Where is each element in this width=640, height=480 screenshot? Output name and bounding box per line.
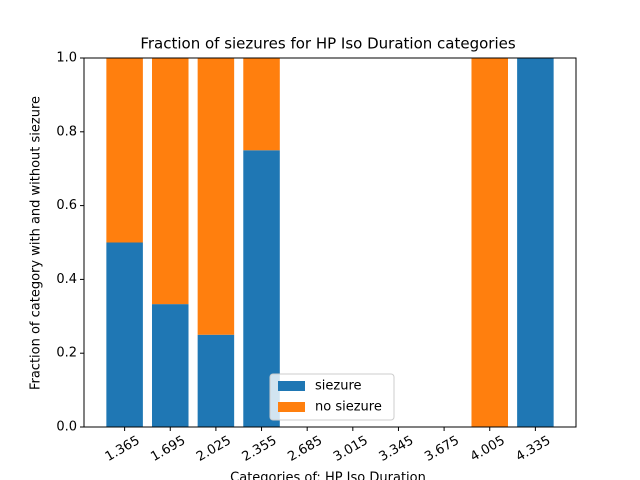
y-tick-label: 0.8 (56, 124, 77, 139)
y-tick-label: 0.2 (56, 346, 77, 361)
bar-segment (471, 58, 508, 427)
y-tick-label: 1.0 (56, 51, 77, 66)
y-tick-label: 0.6 (56, 198, 77, 213)
bar-segment (152, 58, 189, 305)
bar-segment (517, 58, 554, 427)
x-tick-label: 2.355 (240, 433, 280, 465)
legend-swatch (278, 402, 305, 412)
bar-segment (197, 58, 235, 335)
bar-segment (106, 58, 143, 243)
y-tick-label: 0.0 (56, 420, 77, 435)
x-tick-label: 2.685 (285, 433, 325, 465)
x-tick-label: 2.025 (194, 433, 234, 465)
legend-label: siezure (315, 379, 362, 394)
bar-segment (243, 58, 280, 151)
x-tick-label: 1.695 (148, 433, 188, 465)
legend-swatch (278, 381, 305, 391)
x-axis-label: Categories of: HP Iso Duration (230, 471, 426, 480)
legend-label: no siezure (315, 400, 382, 415)
chart-title: Fraction of siezures for HP Iso Duration… (140, 35, 516, 53)
bar-segment (106, 242, 143, 427)
x-tick-label: 4.335 (514, 433, 554, 465)
x-tick-label: 3.345 (377, 433, 417, 465)
x-tick-label: 4.005 (468, 433, 508, 465)
y-axis-label: Fraction of category with and without si… (29, 96, 44, 390)
axes-frame (83, 57, 577, 428)
x-tick-label: 3.675 (422, 433, 462, 465)
bar-segment (152, 304, 189, 427)
y-tick-label: 0.4 (56, 272, 77, 287)
x-tick-label: 1.365 (103, 433, 143, 465)
x-tick-label: 3.015 (331, 433, 371, 465)
bar-segment (197, 334, 235, 427)
